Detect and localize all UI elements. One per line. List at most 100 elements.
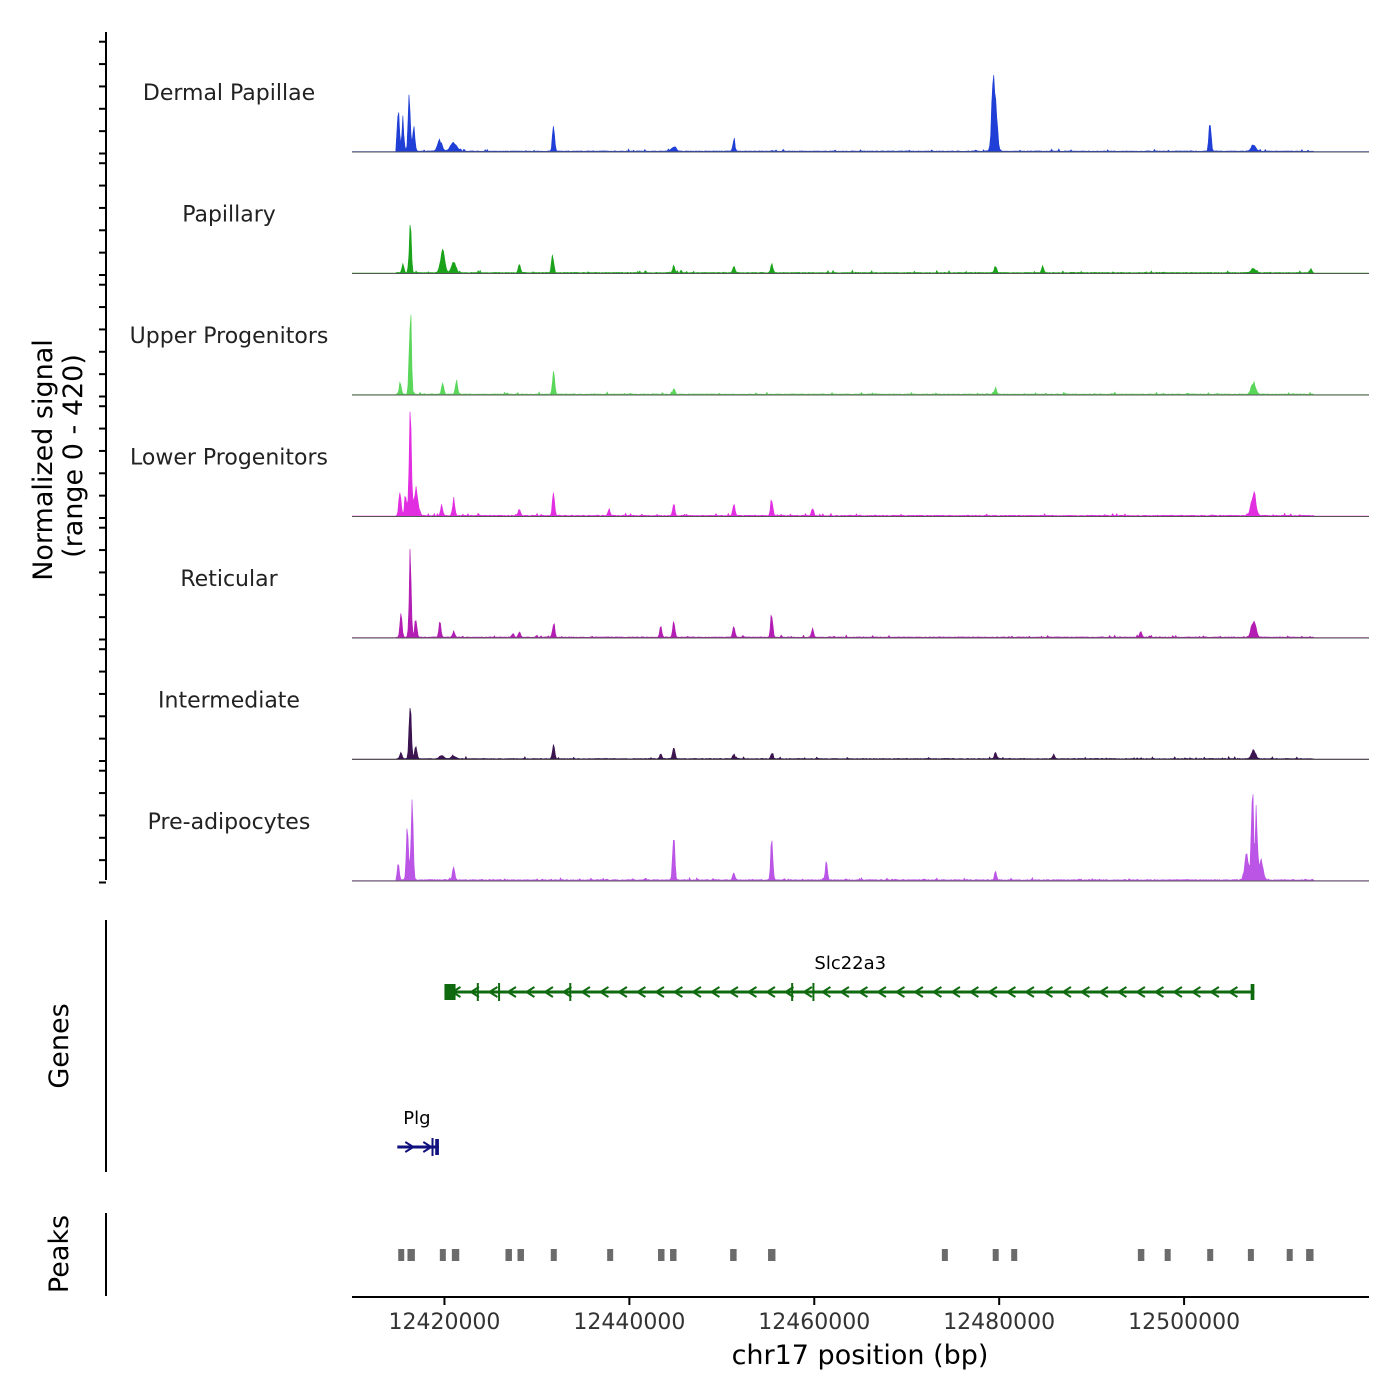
peak-region <box>1247 1249 1254 1261</box>
strand-arrow <box>802 986 813 998</box>
peak-region <box>1164 1249 1171 1261</box>
peak-region <box>505 1249 512 1261</box>
strand-arrow <box>968 986 979 998</box>
peak-region <box>398 1249 405 1261</box>
track-label: Dermal Papillae <box>143 81 315 106</box>
strand-arrow <box>543 986 554 998</box>
x-tick-label: 12480000 <box>943 1310 1055 1335</box>
strand-arrow <box>1005 986 1016 998</box>
peak-region <box>730 1249 737 1261</box>
gene-model: Plg <box>397 1108 439 1156</box>
strand-arrow <box>1061 986 1072 998</box>
peaks-ylabel: Peaks <box>44 1215 75 1293</box>
peak-region <box>1286 1249 1293 1261</box>
strand-arrow <box>820 986 831 998</box>
strand-arrow <box>765 986 776 998</box>
strand-arrow <box>913 986 924 998</box>
strand-arrow <box>561 986 572 998</box>
x-tick-label: 12420000 <box>388 1310 500 1335</box>
track-label: Upper Progenitors <box>130 324 329 349</box>
gene-exon <box>431 1138 434 1156</box>
coverage-track: Upper Progenitors <box>130 314 1369 396</box>
strand-arrow <box>1042 986 1053 998</box>
strand-arrow <box>876 986 887 998</box>
gene-exon <box>569 983 572 1001</box>
x-tick-label: 12500000 <box>1128 1310 1240 1335</box>
strand-arrow <box>1209 986 1220 998</box>
coverage-ylabel-line1: Normalized signal <box>28 339 59 581</box>
coverage-track: Pre-adipocytes <box>148 794 1369 882</box>
x-tick-label: 12440000 <box>573 1310 685 1335</box>
peak-region <box>941 1249 948 1261</box>
coverage-track: Reticular <box>180 548 1369 639</box>
peak-region <box>1207 1249 1214 1261</box>
strand-arrow <box>1227 986 1238 998</box>
gene-exon <box>476 983 479 1001</box>
peak-region <box>550 1249 557 1261</box>
coverage-signal <box>352 548 1369 638</box>
strand-arrow <box>1079 986 1090 998</box>
gene-model: Slc22a3 <box>444 953 1255 1001</box>
strand-arrow <box>617 986 628 998</box>
coverage-signal <box>352 707 1369 760</box>
gene-exon <box>812 983 815 1001</box>
peak-region <box>670 1249 677 1261</box>
peak-region <box>1137 1249 1145 1261</box>
strand-arrow <box>635 986 646 998</box>
peak-region <box>1011 1249 1018 1261</box>
strand-arrow <box>422 1141 434 1153</box>
strand-arrow <box>709 986 720 998</box>
x-tick-label: 12460000 <box>758 1310 870 1335</box>
coverage-tracks: Dermal Papillae Papillary Upper Progenitor… <box>130 75 1369 882</box>
coverage-signal <box>352 411 1369 517</box>
strand-arrow <box>857 986 868 998</box>
strand-arrow <box>404 1141 416 1153</box>
peak-region <box>439 1249 446 1261</box>
coverage-signal <box>352 224 1369 274</box>
track-label: Intermediate <box>158 689 300 714</box>
strand-arrow <box>580 986 591 998</box>
strand-arrow <box>783 986 794 998</box>
strand-arrow <box>598 986 609 998</box>
peak-region <box>607 1249 614 1261</box>
strand-arrow <box>1172 986 1183 998</box>
coverage-signal <box>352 314 1369 395</box>
genes-panel: Slc22a3 Plg <box>397 953 1255 1156</box>
peak-region <box>451 1249 460 1261</box>
strand-arrow <box>1153 986 1164 998</box>
strand-arrow <box>487 986 498 998</box>
strand-arrow <box>728 986 739 998</box>
strand-arrow <box>469 986 480 998</box>
coverage-track: Dermal Papillae <box>143 75 1369 153</box>
peak-region <box>1306 1249 1314 1261</box>
strand-arrow <box>1098 986 1109 998</box>
peak-region <box>768 1249 776 1261</box>
strand-arrow <box>987 986 998 998</box>
coverage-y-axis <box>99 32 107 884</box>
peak-region <box>517 1249 524 1261</box>
strand-arrow <box>931 986 942 998</box>
strand-arrow <box>746 986 757 998</box>
peaks-panel <box>398 1249 1314 1261</box>
track-label: Papillary <box>182 203 276 228</box>
gene-exon <box>791 983 794 1001</box>
coverage-ylabel-line2: (range 0 - 420) <box>58 354 89 558</box>
gene-exon <box>498 983 501 1001</box>
strand-arrow <box>839 986 850 998</box>
track-label: Reticular <box>180 567 278 592</box>
strand-arrow <box>654 986 665 998</box>
gene-exon <box>444 984 456 1000</box>
strand-arrow <box>506 986 517 998</box>
coverage-signal <box>352 794 1369 881</box>
strand-arrow <box>1135 986 1146 998</box>
gene-name: Plg <box>403 1108 430 1129</box>
strand-arrow <box>672 986 683 998</box>
peak-region <box>992 1249 999 1261</box>
coverage-track: Papillary <box>182 203 1369 274</box>
strand-arrow <box>1024 986 1035 998</box>
track-label: Lower Progenitors <box>130 446 328 471</box>
strand-arrow <box>1116 986 1127 998</box>
gene-name: Slc22a3 <box>814 953 886 974</box>
strand-arrow <box>894 986 905 998</box>
